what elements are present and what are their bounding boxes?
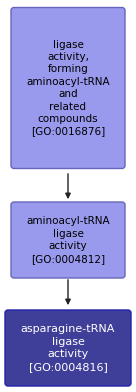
Text: aminoacyl-tRNA
ligase
activity
[GO:0004812]: aminoacyl-tRNA ligase activity [GO:00048…	[26, 216, 110, 263]
FancyBboxPatch shape	[5, 310, 131, 386]
FancyBboxPatch shape	[11, 202, 125, 278]
FancyBboxPatch shape	[11, 7, 125, 169]
Text: asparagine-tRNA
ligase
activity
[GO:0004816]: asparagine-tRNA ligase activity [GO:0004…	[21, 325, 115, 372]
Text: ligase
activity,
forming
aminoacyl-tRNA
and
related
compounds
[GO:0016876]: ligase activity, forming aminoacyl-tRNA …	[26, 40, 110, 136]
